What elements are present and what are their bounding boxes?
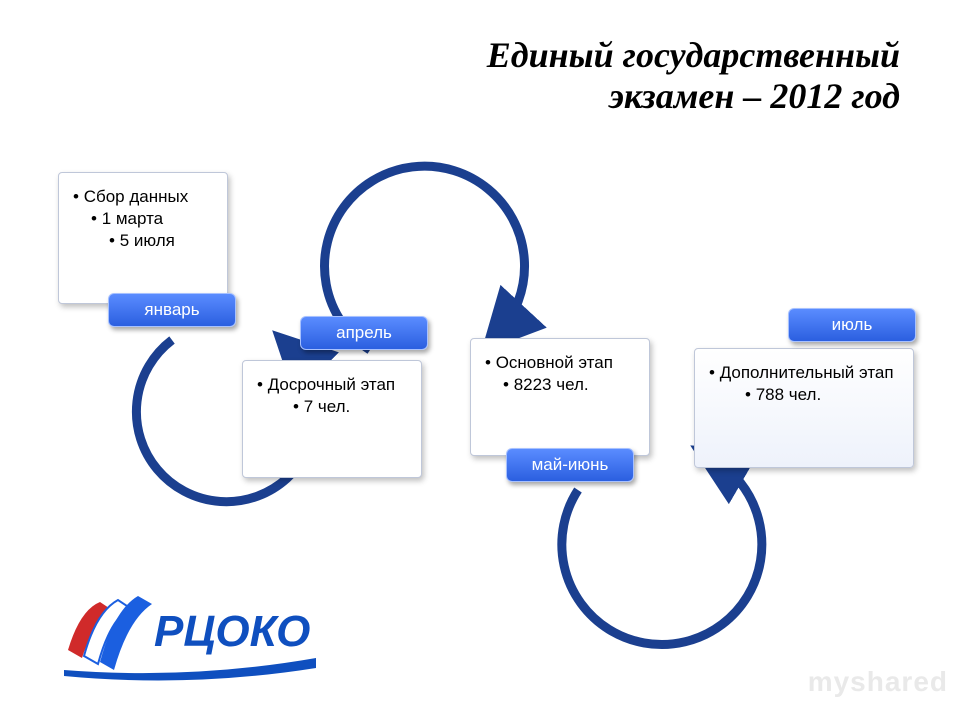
title-line-1: Единый государственный	[487, 35, 900, 76]
logo-rcoko: РЦОКО	[60, 580, 320, 690]
logo-text: РЦОКО	[154, 607, 310, 656]
stage-line: Досрочный этап	[257, 375, 409, 395]
month-tag-january: январь	[108, 293, 236, 327]
stage-line: 1 марта	[91, 209, 215, 229]
page-title: Единый государственный экзамен – 2012 го…	[487, 35, 900, 118]
month-tag-april: апрель	[300, 316, 428, 350]
stage-box-data-collection: Сбор данных 1 марта 5 июля	[58, 172, 228, 304]
month-tag-may-june: май-июнь	[506, 448, 634, 482]
stage-line: 7 чел.	[293, 397, 409, 417]
month-tag-july: июль	[788, 308, 916, 342]
stage-line: 788 чел.	[745, 385, 901, 405]
watermark: myshared	[808, 666, 948, 698]
stage-line: Сбор данных	[73, 187, 215, 207]
stage-line: 5 июля	[109, 231, 215, 251]
stage-line: Основной этап	[485, 353, 637, 373]
stage-box-additional: Дополнительный этап 788 чел.	[694, 348, 914, 468]
stage-box-early: Досрочный этап 7 чел.	[242, 360, 422, 478]
stage-box-main: Основной этап 8223 чел.	[470, 338, 650, 456]
stage-line: Дополнительный этап	[709, 363, 901, 383]
title-line-2: экзамен – 2012 год	[487, 76, 900, 117]
stage-line: 8223 чел.	[503, 375, 637, 395]
